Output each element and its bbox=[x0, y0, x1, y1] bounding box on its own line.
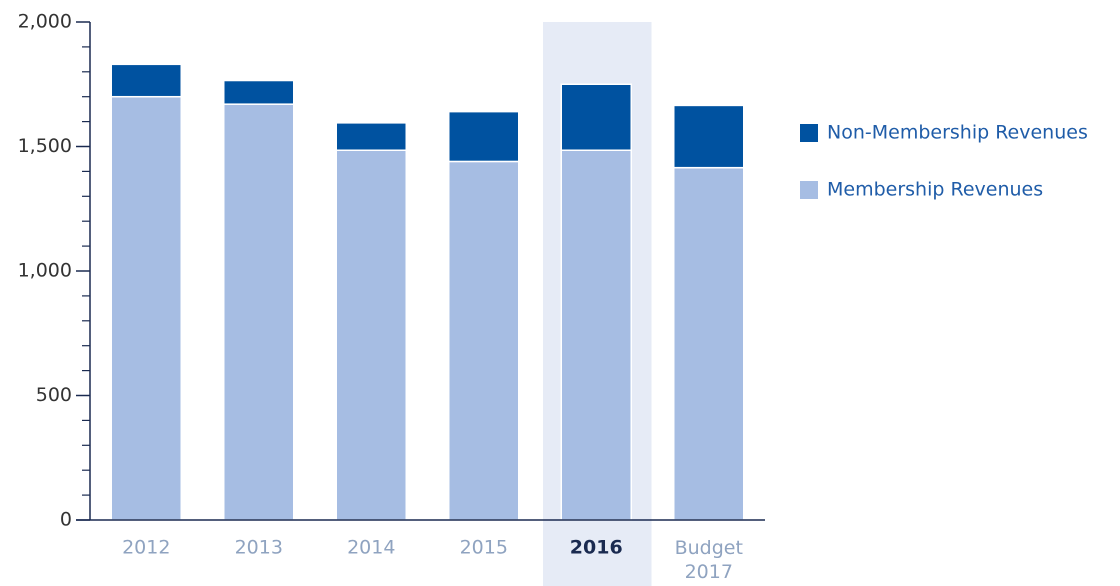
x-tick-label: 2015 bbox=[460, 537, 508, 559]
bar-segment bbox=[560, 149, 632, 521]
x-tick-label: 2012 bbox=[122, 537, 170, 559]
y-tick-label: 0 bbox=[60, 509, 72, 531]
x-tick-label: 2013 bbox=[235, 537, 283, 559]
y-tick-label: 500 bbox=[36, 384, 72, 406]
bar-segment bbox=[448, 160, 520, 521]
bar-segment bbox=[110, 95, 182, 521]
bar-segment bbox=[335, 122, 407, 151]
legend-label: Non-Membership Revenues bbox=[827, 122, 1088, 144]
legend-swatch bbox=[800, 124, 818, 142]
bar-segment bbox=[110, 63, 182, 98]
bar-segment bbox=[673, 104, 745, 169]
bar-segment bbox=[223, 79, 295, 105]
bar-segment bbox=[673, 166, 745, 521]
x-tick-label: 2016 bbox=[570, 537, 623, 559]
x-tick-label: Budget 2017 bbox=[675, 537, 743, 583]
bar-segment bbox=[335, 149, 407, 521]
bar-segment bbox=[223, 103, 295, 521]
y-tick-label: 2,000 bbox=[18, 11, 72, 33]
bar-segment bbox=[448, 110, 520, 163]
legend-label: Membership Revenues bbox=[827, 179, 1043, 201]
legend-swatch bbox=[800, 181, 818, 199]
bar-segment bbox=[560, 83, 632, 151]
x-tick-label: 2014 bbox=[347, 537, 395, 559]
y-tick-label: 1,500 bbox=[18, 135, 72, 157]
y-tick-label: 1,000 bbox=[18, 260, 72, 282]
